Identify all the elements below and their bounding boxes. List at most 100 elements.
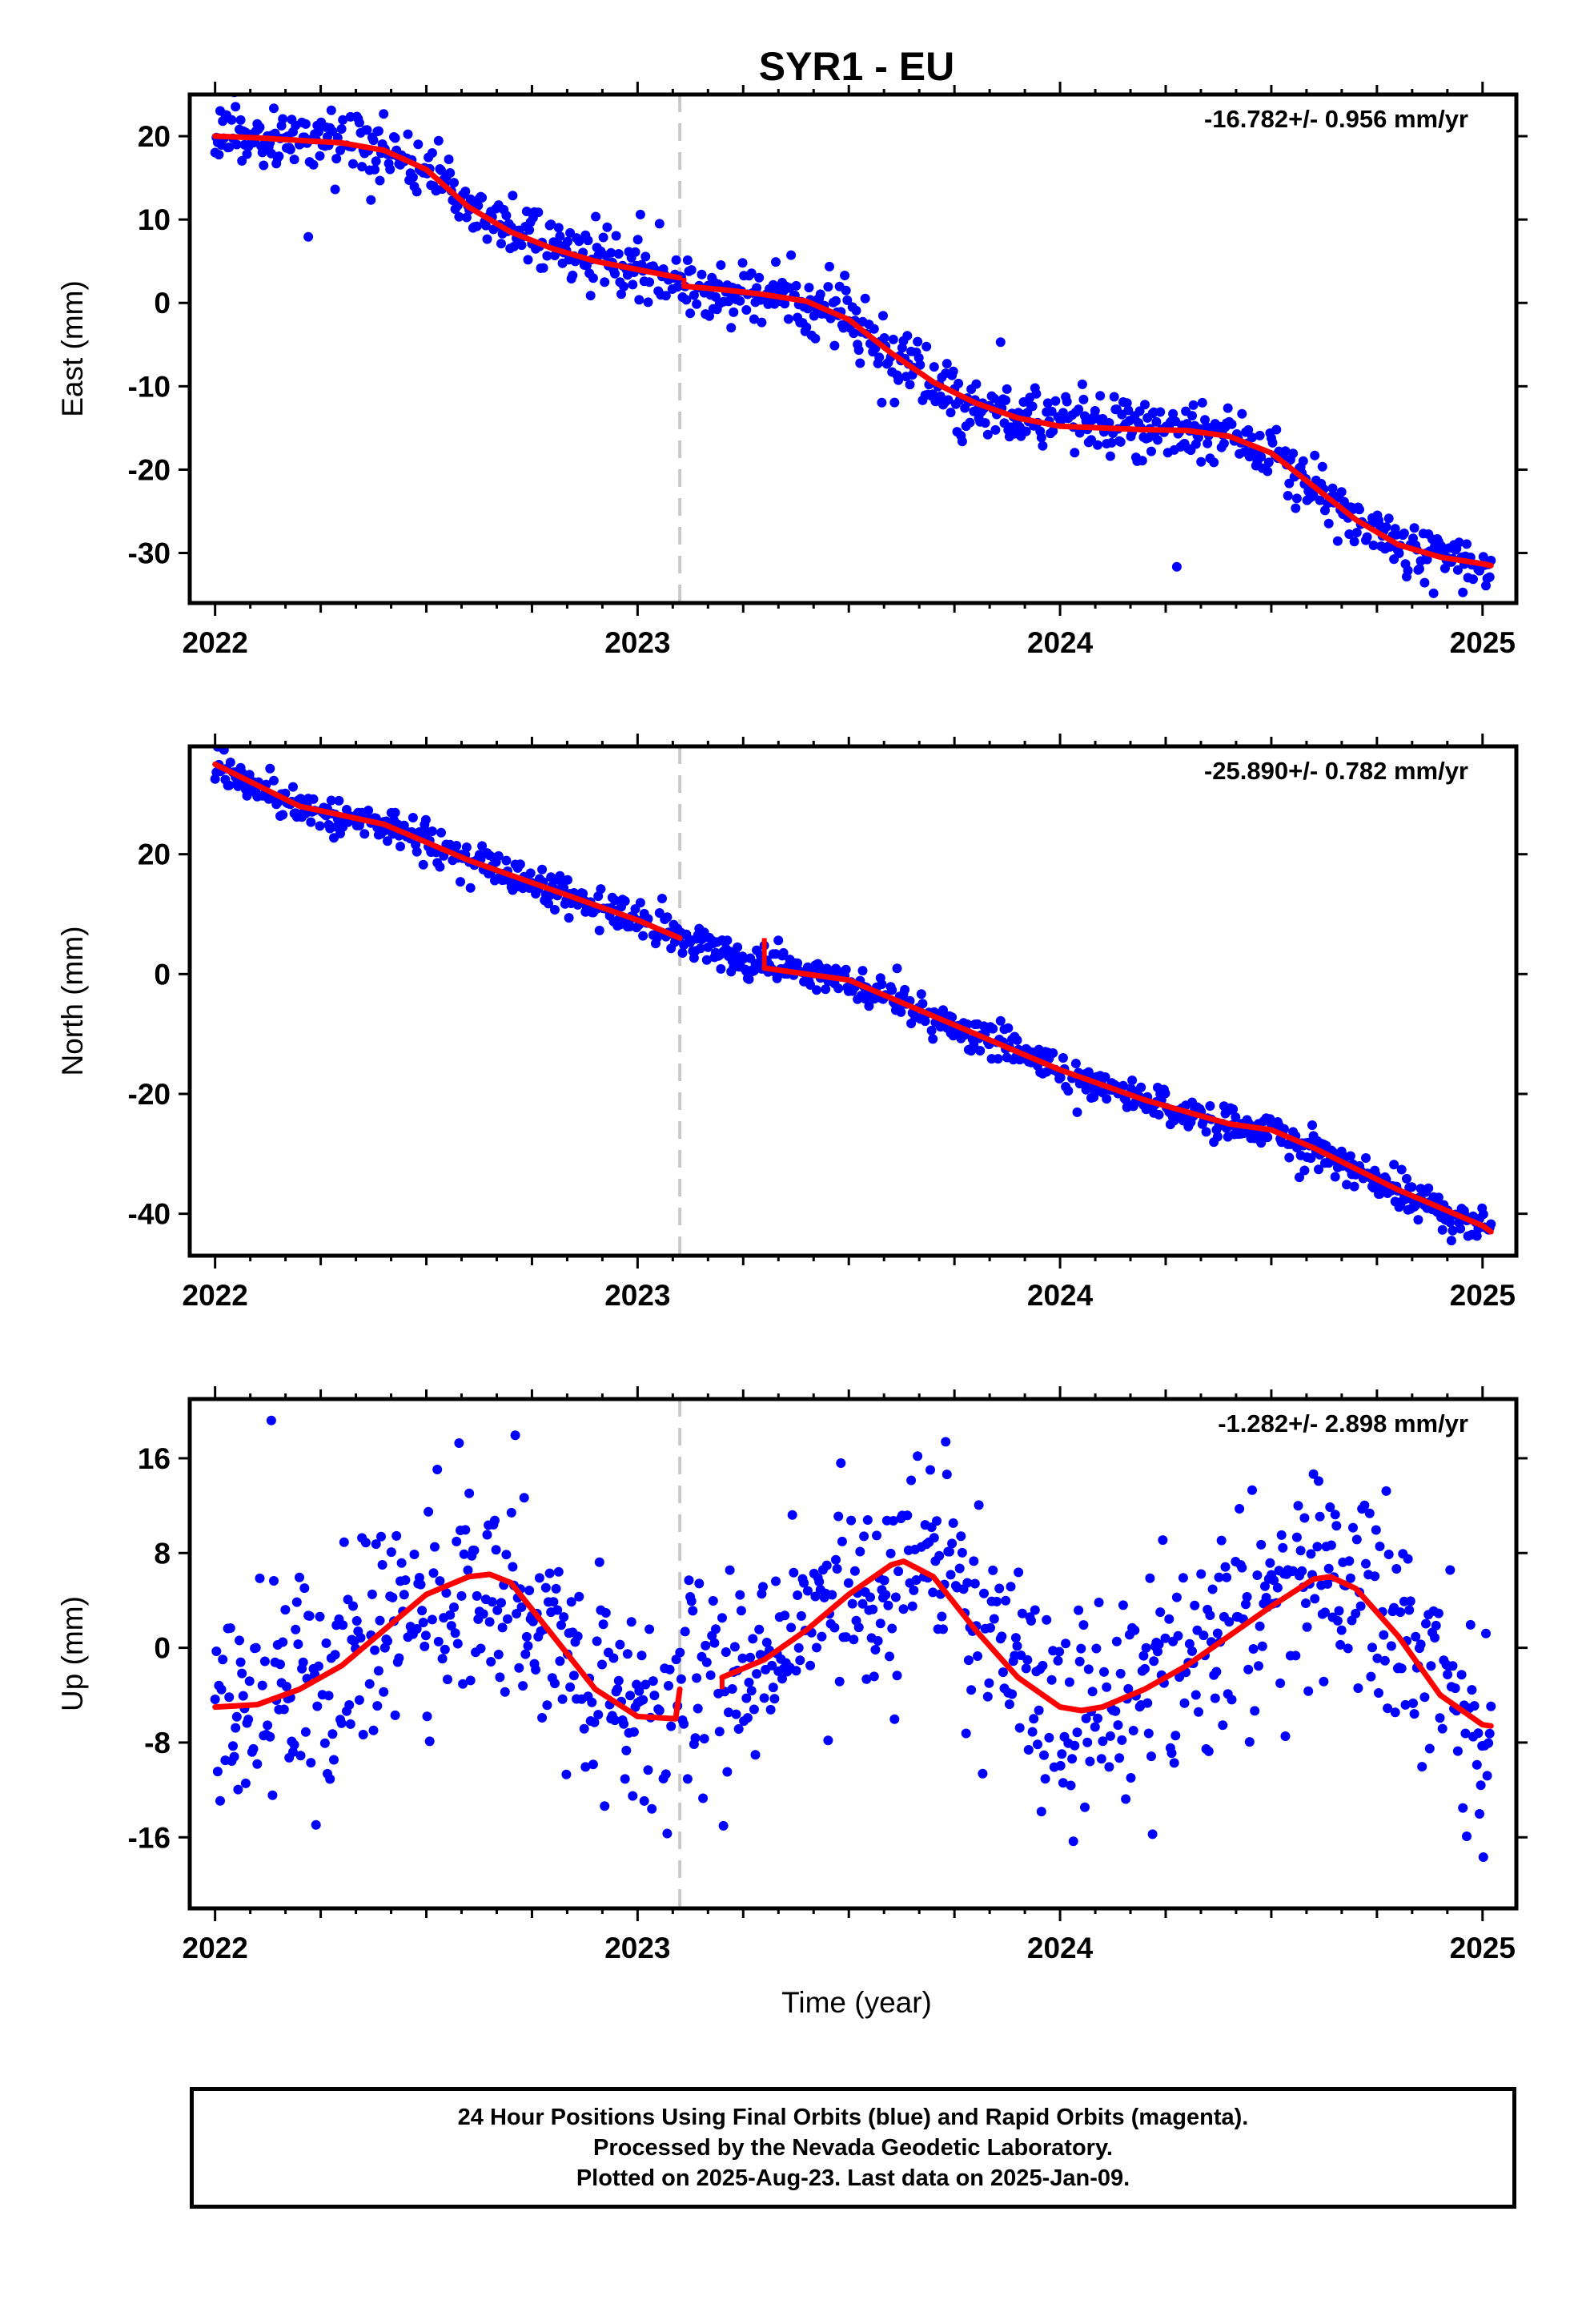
data-point bbox=[300, 119, 311, 129]
data-point bbox=[823, 1735, 833, 1746]
data-point bbox=[937, 1611, 947, 1622]
data-point bbox=[452, 1536, 462, 1546]
data-point bbox=[1478, 1209, 1488, 1220]
data-point bbox=[521, 207, 532, 216]
data-point bbox=[638, 1695, 648, 1705]
data-point bbox=[1118, 1600, 1128, 1610]
data-point bbox=[759, 1693, 769, 1703]
data-point bbox=[1184, 1638, 1195, 1649]
y-axis-label: East (mm) bbox=[56, 280, 89, 417]
data-point bbox=[1317, 461, 1327, 472]
model-fit-line bbox=[212, 1571, 683, 1722]
data-point bbox=[644, 277, 655, 287]
data-point bbox=[731, 1709, 741, 1719]
data-point bbox=[1407, 1182, 1417, 1192]
data-point bbox=[1001, 1595, 1011, 1606]
data-point bbox=[643, 1765, 653, 1775]
data-point bbox=[231, 1711, 242, 1722]
data-point bbox=[1320, 1607, 1330, 1618]
data-point bbox=[565, 1682, 576, 1692]
data-point bbox=[255, 122, 265, 132]
data-point bbox=[422, 1711, 432, 1722]
data-point bbox=[238, 1691, 248, 1701]
data-point bbox=[980, 418, 990, 428]
data-point bbox=[1473, 1728, 1484, 1739]
data-point bbox=[383, 1636, 392, 1647]
data-point bbox=[1027, 401, 1038, 412]
data-point bbox=[1399, 529, 1409, 538]
data-point bbox=[639, 1795, 649, 1806]
data-point bbox=[1439, 563, 1450, 573]
data-point bbox=[449, 178, 459, 188]
data-point bbox=[427, 1614, 437, 1625]
data-point bbox=[492, 1605, 503, 1615]
data-point bbox=[240, 1778, 251, 1788]
data-point bbox=[364, 1679, 375, 1689]
data-point bbox=[1400, 1699, 1411, 1710]
data-point bbox=[635, 898, 645, 908]
data-point bbox=[235, 115, 246, 125]
data-point bbox=[552, 1605, 563, 1615]
data-point bbox=[1391, 1564, 1402, 1574]
data-point bbox=[460, 187, 471, 196]
data-point bbox=[971, 379, 982, 389]
data-point bbox=[319, 1738, 330, 1748]
data-point bbox=[982, 429, 993, 440]
data-point bbox=[1315, 495, 1325, 505]
data-point bbox=[1223, 403, 1233, 413]
y-tick-label: 0 bbox=[154, 287, 171, 320]
data-point bbox=[564, 913, 574, 923]
data-point bbox=[1335, 1639, 1346, 1650]
data-point bbox=[786, 250, 797, 260]
data-point bbox=[689, 290, 699, 300]
data-point bbox=[1083, 1664, 1094, 1675]
data-point bbox=[218, 1655, 228, 1665]
data-point bbox=[1111, 1636, 1122, 1647]
data-point bbox=[998, 1667, 1008, 1678]
data-point bbox=[799, 1578, 809, 1588]
data-point bbox=[396, 842, 405, 851]
data-point bbox=[1263, 457, 1274, 468]
data-point bbox=[1027, 1727, 1038, 1737]
data-point bbox=[757, 317, 767, 328]
data-point bbox=[1344, 529, 1355, 539]
data-point bbox=[1257, 1641, 1267, 1651]
data-point bbox=[907, 1601, 917, 1611]
data-point bbox=[574, 236, 584, 247]
data-point bbox=[371, 156, 381, 167]
data-point bbox=[1085, 1756, 1095, 1767]
data-point bbox=[851, 305, 861, 316]
data-point bbox=[330, 1650, 340, 1660]
data-point bbox=[616, 289, 626, 300]
data-point bbox=[1452, 565, 1463, 575]
data-point bbox=[375, 175, 385, 186]
data-point bbox=[640, 1679, 651, 1690]
data-point bbox=[883, 1600, 893, 1610]
data-point bbox=[831, 1554, 841, 1565]
data-point bbox=[1260, 1581, 1270, 1591]
data-point bbox=[385, 164, 396, 175]
data-point bbox=[1481, 581, 1491, 591]
data-point bbox=[610, 895, 620, 906]
data-point bbox=[1437, 1224, 1447, 1235]
data-point bbox=[497, 1622, 508, 1633]
data-point bbox=[1022, 1655, 1033, 1665]
data-point bbox=[986, 1622, 995, 1633]
data-point bbox=[1017, 1608, 1027, 1618]
data-point bbox=[896, 1007, 906, 1017]
data-point bbox=[266, 1415, 276, 1425]
data-point bbox=[722, 935, 733, 946]
data-point bbox=[1137, 456, 1147, 466]
data-point bbox=[698, 1793, 709, 1803]
data-point bbox=[515, 859, 525, 870]
data-point bbox=[360, 1538, 371, 1548]
data-point bbox=[934, 1550, 945, 1561]
data-point bbox=[954, 1563, 965, 1574]
data-point bbox=[371, 1539, 381, 1550]
data-point bbox=[1096, 1754, 1106, 1764]
data-point bbox=[546, 219, 556, 230]
data-point bbox=[345, 1719, 355, 1729]
data-point bbox=[390, 807, 400, 818]
data-point bbox=[754, 272, 765, 283]
